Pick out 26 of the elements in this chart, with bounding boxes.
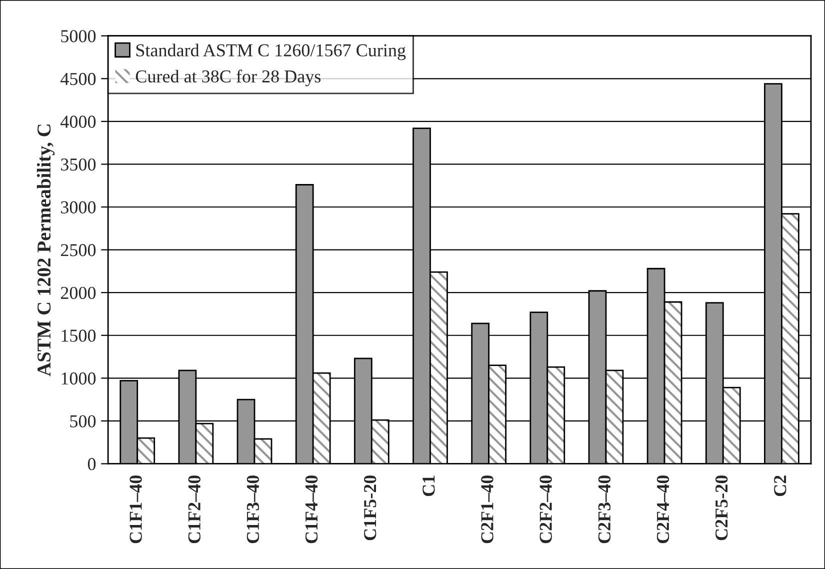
- x-tick-label: C1F1–40: [130, 476, 142, 544]
- x-tick-label: C2F5-20: [715, 476, 728, 540]
- y-tick-label: 5000: [61, 30, 96, 42]
- x-tick-label: C1: [422, 476, 435, 496]
- y-tick-label: 1000: [62, 372, 96, 385]
- x-tick-label: C1F2–40: [188, 476, 200, 544]
- y-tick-label: 2000: [60, 286, 96, 300]
- x-tick-label: C1F5-20: [364, 476, 376, 540]
- x-tick-label: C2F3–40: [598, 476, 610, 544]
- y-tick-label: 500: [70, 415, 96, 428]
- x-tick-label: C1F4–40: [305, 476, 318, 544]
- y-tick-label: 0: [88, 458, 96, 470]
- x-tick-label: C2F2–40: [540, 476, 552, 544]
- y-tick-label: 1500: [62, 330, 96, 342]
- x-tick-label: C1F3–40: [246, 476, 260, 544]
- x-tick-label: C2F1–40: [481, 476, 494, 544]
- legend-label: Standard ASTM C 1260/1567 Curing: [136, 44, 406, 60]
- legend-label: Cured at 38C for 28 Days: [136, 70, 321, 86]
- x-tick-label: C2: [774, 476, 786, 496]
- y-tick-label: 3000: [61, 201, 96, 214]
- y-axis-title: ASTM C 1202 Permeability, C: [36, 124, 55, 376]
- y-tick-label: 4500: [60, 72, 96, 86]
- y-tick-label: 3500: [61, 158, 96, 171]
- y-tick-label: 4000: [60, 116, 96, 128]
- x-tick-label: C2F4–40: [656, 476, 670, 544]
- y-tick-label: 2500: [60, 244, 96, 256]
